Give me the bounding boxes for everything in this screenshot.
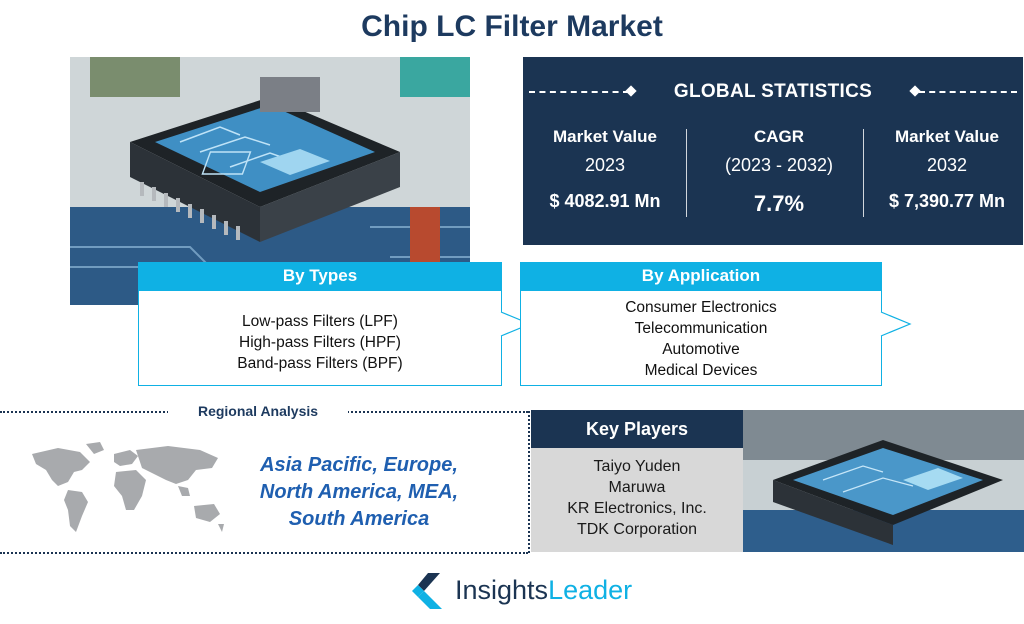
global-statistics-panel: GLOBAL STATISTICS Market Value 2023 $ 40… <box>523 57 1023 245</box>
dashed-divider-left <box>529 91 629 93</box>
stat-label: Market Value <box>895 127 999 146</box>
page-title: Chip LC Filter Market <box>361 10 663 43</box>
arrow-right-icon <box>880 311 912 337</box>
global-statistics-title: GLOBAL STATISTICS <box>673 81 873 102</box>
stat-value: $ 4082.91 Mn <box>549 191 661 211</box>
by-types-list: Low-pass Filters (LPF) High-pass Filters… <box>138 290 502 386</box>
list-item: Consumer Electronics <box>625 299 777 316</box>
regional-analysis-regions: Asia Pacific, Europe, North America, MEA… <box>248 452 470 533</box>
brand-word-leader: Leader <box>548 575 633 605</box>
regional-analysis-title: Regional Analysis <box>168 403 348 419</box>
key-players-heading: Key Players <box>531 410 743 448</box>
region-line: North America, MEA, <box>259 481 459 503</box>
list-item: TDK Corporation <box>576 521 698 538</box>
key-players-list: Taiyo Yuden Maruwa KR Electronics, Inc. … <box>531 448 743 552</box>
region-line: Asia Pacific, Europe, <box>260 454 458 476</box>
list-item: Automotive <box>662 341 740 358</box>
world-map-icon <box>32 442 224 532</box>
by-types-heading: By Types <box>138 262 502 290</box>
list-item: Maruwa <box>608 479 666 496</box>
list-item: Telecommunication <box>634 320 768 337</box>
region-line: South America <box>288 508 430 530</box>
stat-label: Market Value <box>553 127 657 146</box>
list-item: Low-pass Filters (LPF) <box>242 313 398 330</box>
list-item: KR Electronics, Inc. <box>567 500 707 517</box>
by-types-box: By Types Low-pass Filters (LPF) High-pas… <box>138 262 502 386</box>
stat-year: 2032 <box>926 155 968 175</box>
brand-word-insights: Insights <box>455 575 549 605</box>
stat-label: CAGR <box>753 127 805 146</box>
insights-leader-logo-icon <box>412 573 442 609</box>
list-item: Band-pass Filters (BPF) <box>237 355 403 372</box>
list-item: High-pass Filters (HPF) <box>239 334 401 351</box>
by-application-box: By Application Consumer Electronics Tele… <box>520 262 882 386</box>
stat-market-value-2023: Market Value 2023 $ 4082.91 Mn <box>535 127 675 212</box>
by-application-heading: By Application <box>520 262 882 290</box>
chip-photo-bottom <box>743 410 1024 552</box>
chip-photo-top <box>70 57 470 305</box>
regional-right-border <box>528 411 530 553</box>
brand-logo-text: InsightsLeader <box>455 575 632 606</box>
stat-cagr: CAGR (2023 - 2032) 7.7% <box>698 127 860 217</box>
stat-divider <box>686 129 687 217</box>
by-application-list: Consumer Electronics Telecommunication A… <box>520 290 882 386</box>
regional-bottom-border <box>0 552 528 554</box>
stat-divider <box>863 129 864 217</box>
dashed-divider-right <box>919 91 1017 93</box>
list-item: Medical Devices <box>644 362 758 379</box>
stat-year: 2023 <box>584 155 626 175</box>
list-item: Taiyo Yuden <box>593 458 681 475</box>
stat-market-value-2032: Market Value 2032 $ 7,390.77 Mn <box>873 127 1021 212</box>
stat-value: $ 7,390.77 Mn <box>888 191 1006 211</box>
global-statistics-header: GLOBAL STATISTICS <box>523 79 1023 103</box>
stat-period: (2023 - 2032) <box>724 155 834 175</box>
stat-value: 7.7% <box>753 191 805 216</box>
